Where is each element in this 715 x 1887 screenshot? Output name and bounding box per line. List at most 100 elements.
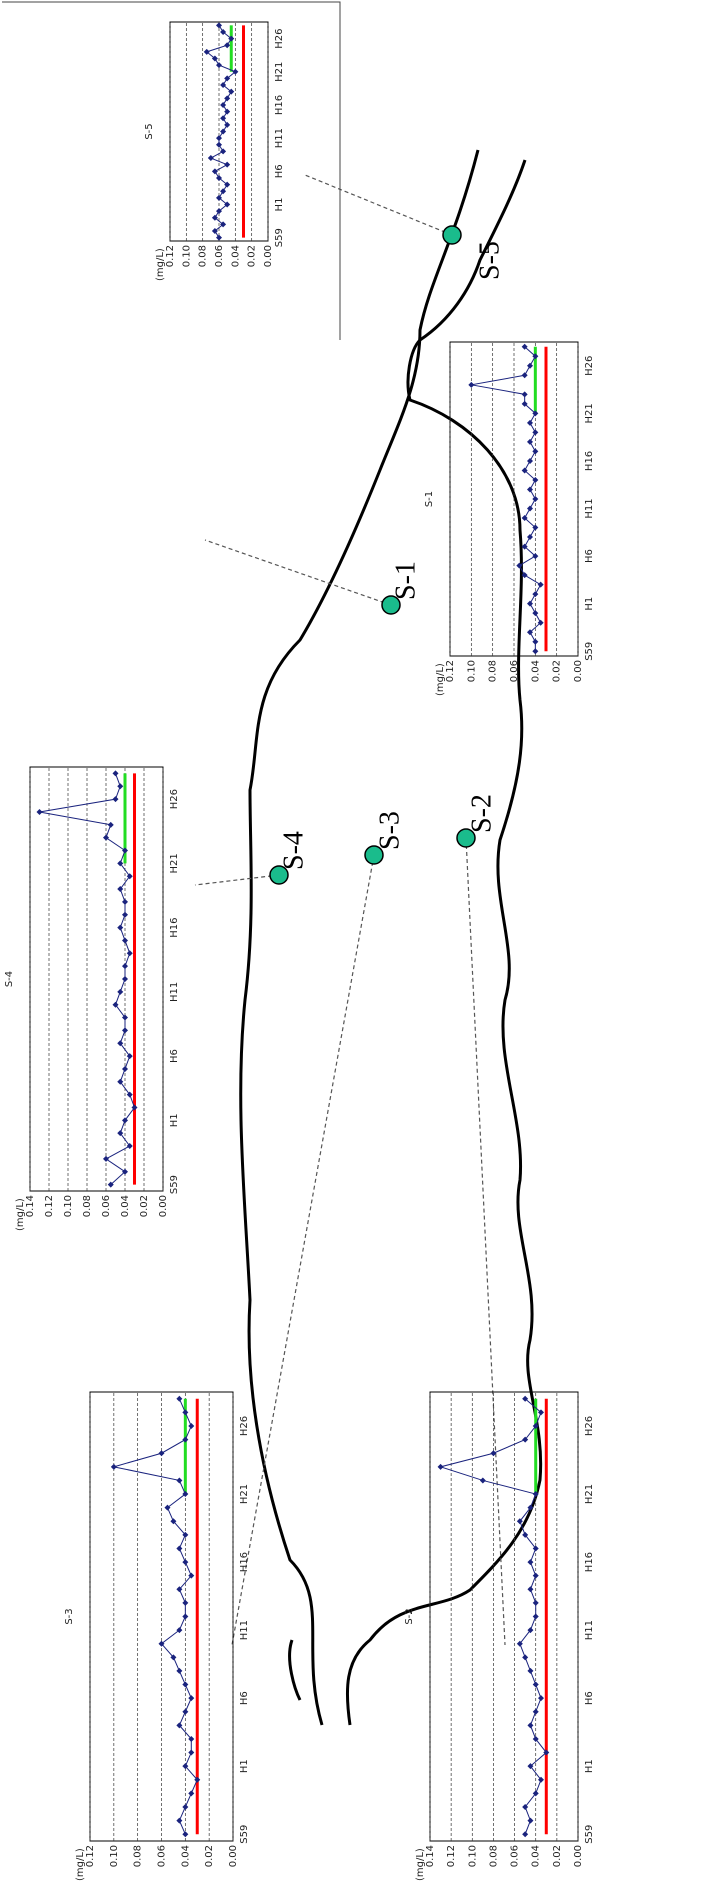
data-point [532, 353, 539, 360]
data-point [527, 1586, 534, 1593]
station-label: S-3 [374, 811, 405, 850]
y-tick-label: 0.02 [139, 1195, 150, 1217]
y-tick-label: 0.06 [509, 660, 520, 682]
y-tick-label: 0.10 [109, 1845, 120, 1867]
data-point [532, 1423, 539, 1430]
x-tick-label: H26 [169, 789, 180, 809]
data-point [532, 496, 539, 502]
data-point [103, 834, 109, 841]
y-tick-label: 0.12 [445, 660, 456, 682]
y-tick-label: 0.04 [120, 1195, 131, 1217]
station-label: S-4 [278, 831, 309, 870]
data-point [176, 1477, 183, 1484]
data-point [216, 194, 222, 201]
x-tick-label: H1 [584, 597, 595, 611]
data-point [532, 476, 539, 483]
data-point [522, 1531, 529, 1538]
data-point [117, 886, 124, 893]
data-point [126, 950, 133, 957]
y-tick-label: 0.00 [573, 660, 584, 682]
x-tick-label: H11 [584, 1620, 595, 1640]
data-point [532, 1613, 539, 1620]
data-point [122, 937, 128, 944]
frame [2, 1, 341, 340]
data-point [527, 486, 533, 493]
data-point [158, 1450, 165, 1457]
y-tick-label: 0.02 [552, 660, 563, 682]
data-point [228, 88, 235, 95]
y-tick-label: 0.12 [44, 1195, 55, 1217]
x-tick-label: H16 [584, 1552, 595, 1572]
data-point [522, 1436, 529, 1443]
data-point [532, 524, 539, 531]
x-tick-label: H1 [274, 198, 285, 212]
data-point [182, 1681, 189, 1688]
data-point [521, 372, 528, 379]
data-point [220, 148, 227, 155]
x-tick-label: S59 [169, 1175, 180, 1194]
data-point [224, 75, 231, 82]
x-tick-label: S59 [274, 228, 285, 247]
x-tick-label: H6 [274, 164, 285, 178]
y-tick-label: 0.14 [425, 1845, 436, 1867]
y-tick-label: 0.04 [530, 660, 541, 682]
data-point [126, 1053, 133, 1060]
data-point [543, 1749, 550, 1756]
data-point [194, 1776, 201, 1783]
data-point [532, 610, 539, 617]
data-point [122, 898, 128, 905]
x-tick-label: H26 [274, 28, 285, 48]
data-point [158, 1640, 165, 1647]
data-point [527, 1817, 534, 1824]
station-label: S-5 [474, 241, 505, 280]
station-dot [456, 828, 476, 848]
x-tick-label: H6 [584, 1691, 595, 1705]
chart-title: S-3 [64, 1608, 75, 1624]
x-tick-label: H16 [584, 451, 595, 471]
data-point [176, 1395, 183, 1402]
data-point [532, 1708, 539, 1715]
data-point [516, 1518, 523, 1525]
data-point [188, 1735, 195, 1742]
data-point [122, 976, 128, 982]
station-label: S-2 [466, 794, 497, 833]
data-point [527, 1763, 534, 1770]
data-point [479, 1477, 486, 1484]
x-tick-label: H16 [274, 95, 285, 115]
y-tick-label: 0.06 [101, 1195, 112, 1217]
y-tick-label: 0.12 [85, 1845, 96, 1867]
chart-title: S-2 [404, 1608, 415, 1624]
data-point [164, 1504, 171, 1511]
data-point [527, 1627, 534, 1634]
x-tick-label: H26 [584, 1416, 595, 1436]
station-label: S-1 [390, 561, 421, 600]
data-point [211, 214, 218, 221]
data-point [122, 911, 128, 918]
x-tick-label: S59 [584, 642, 595, 661]
data-point [532, 410, 539, 417]
data-point [521, 572, 528, 579]
data-point [532, 1572, 539, 1579]
data-point [170, 1518, 177, 1525]
data-point [188, 1695, 195, 1702]
y-tick-label: 0.02 [247, 245, 258, 267]
data-point [224, 108, 231, 115]
plot-frame [429, 1391, 579, 1842]
data-point [220, 101, 227, 108]
data-point [527, 457, 533, 464]
data-point [103, 1155, 109, 1162]
data-point [216, 22, 222, 29]
x-tick-label: H26 [239, 1416, 250, 1436]
data-point [176, 1586, 183, 1593]
data-point [538, 1776, 544, 1783]
data-point [220, 128, 227, 135]
data-point [228, 35, 235, 42]
data-point [521, 543, 528, 550]
chart-title: S-5 [144, 123, 155, 139]
x-tick-label: H1 [239, 1759, 250, 1773]
station-dot [381, 595, 401, 615]
data-point [532, 429, 539, 436]
data-point [117, 1040, 124, 1047]
